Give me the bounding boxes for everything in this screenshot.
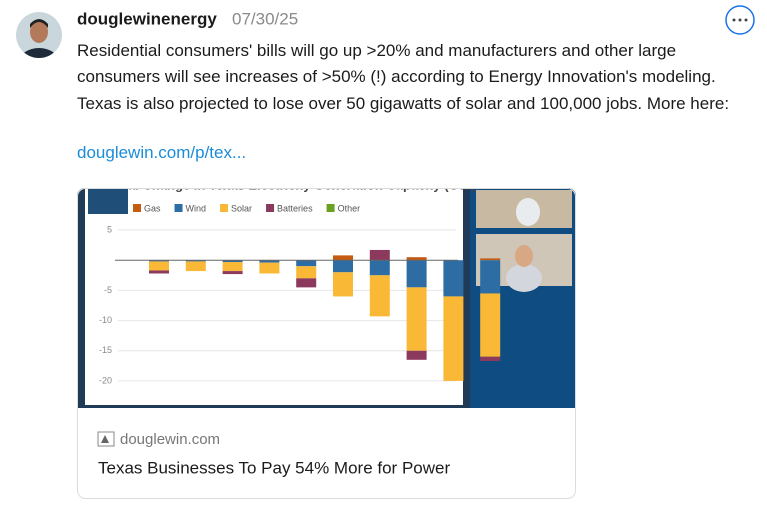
- more-button[interactable]: [725, 5, 755, 35]
- y-tick-label: -5: [104, 285, 112, 295]
- bar-segment: [480, 293, 501, 357]
- chart: al Change in Texas Electricity Generatio…: [99, 177, 501, 385]
- bar-segment: [185, 260, 206, 262]
- bar-segment: [406, 350, 427, 360]
- y-tick-label: -10: [99, 315, 112, 325]
- bar-segment: [480, 356, 501, 362]
- bar-segment: [222, 262, 243, 272]
- chart-title: al Change in Texas Electricity Generatio…: [128, 177, 475, 192]
- bar-segment: [296, 266, 317, 279]
- legend-swatch: [174, 204, 183, 212]
- bar-segment: [222, 271, 243, 275]
- link-card[interactable]: al Change in Texas Electricity Generatio…: [77, 177, 576, 499]
- legend-label: Wind: [186, 203, 207, 213]
- bar-segment: [185, 261, 206, 272]
- bar-segment: [296, 260, 317, 267]
- legend-swatch: [220, 204, 229, 212]
- video-person: [516, 198, 540, 226]
- chart-area: [85, 188, 463, 405]
- y-tick-label: -20: [99, 375, 112, 385]
- bar-segment: [443, 296, 464, 381]
- post-date: 07/30/25: [232, 9, 298, 28]
- bar-segment: [149, 261, 169, 271]
- favicon: [97, 431, 115, 447]
- post-link[interactable]: douglewin.com/p/tex...: [77, 143, 247, 162]
- avatar[interactable]: [16, 12, 62, 76]
- bar-segment: [443, 260, 464, 297]
- bar-segment: [406, 260, 427, 288]
- bar-segment: [259, 260, 280, 263]
- bar-segment: [406, 257, 427, 261]
- bar-segment: [333, 272, 353, 297]
- video-person: [506, 264, 542, 292]
- card-title: Texas Businesses To Pay 54% More for Pow…: [98, 458, 450, 477]
- legend-swatch: [266, 204, 275, 212]
- bar-segment: [222, 260, 243, 263]
- legend-label: Batteries: [277, 203, 313, 213]
- bar-segment: [259, 262, 280, 274]
- post-text: Residential consumers' bills will go up …: [77, 41, 730, 113]
- legend-label: Other: [338, 203, 361, 213]
- card-domain: douglewin.com: [120, 431, 220, 448]
- legend-label: Gas: [144, 203, 161, 213]
- bar-segment: [149, 270, 169, 274]
- bar-segment: [369, 275, 390, 317]
- legend-swatch: [133, 204, 141, 212]
- y-tick-label: 5: [107, 224, 112, 234]
- bar-segment: [369, 260, 390, 276]
- bar-segment: [333, 260, 353, 273]
- y-tick-label: -15: [99, 345, 112, 355]
- bar-segment: [333, 255, 353, 261]
- logo: [88, 188, 128, 214]
- bar-segment: [296, 278, 317, 288]
- card-border: [77, 188, 576, 499]
- bar-segment: [369, 249, 390, 261]
- legend-label: Solar: [231, 203, 252, 213]
- username[interactable]: douglewinenergy: [77, 9, 217, 28]
- legend-swatch: [326, 204, 335, 212]
- bar-segment: [480, 258, 501, 261]
- video-person: [515, 245, 533, 267]
- bar-segment: [149, 260, 169, 262]
- bar-segment: [406, 287, 427, 351]
- bar-segment: [480, 260, 501, 294]
